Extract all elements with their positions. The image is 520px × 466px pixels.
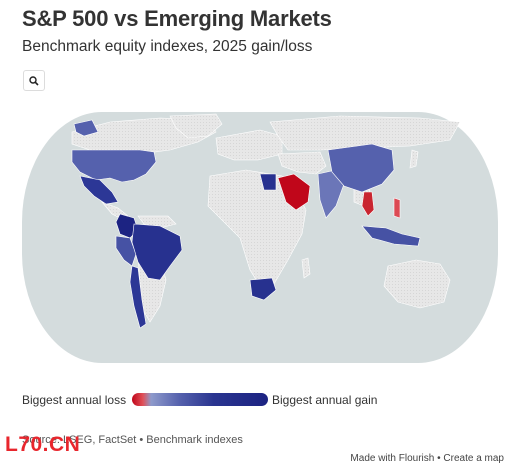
color-legend: Biggest annual loss Biggest annual gain <box>22 393 492 409</box>
legend-low-label: Biggest annual loss <box>22 393 127 407</box>
region-china[interactable] <box>327 143 395 193</box>
region-thailand[interactable] <box>361 191 375 217</box>
region-indonesia[interactable] <box>361 225 421 247</box>
search-icon <box>29 75 39 86</box>
chart-title: S&P 500 vs Emerging Markets <box>22 6 332 31</box>
region-egypt[interactable] <box>259 173 277 191</box>
world-map-svg[interactable] <box>20 110 500 365</box>
flourish-credit-link[interactable]: Made with Flourish • Create a map <box>350 453 504 464</box>
no-data-land <box>71 113 461 323</box>
data-countries[interactable] <box>71 119 421 329</box>
legend-high-label: Biggest annual gain <box>272 393 378 407</box>
chart-subtitle: Benchmark equity indexes, 2025 gain/loss <box>22 38 313 55</box>
legend-gradient-bar <box>132 393 268 406</box>
source-note: Source: LSEG, FactSet • Benchmark indexe… <box>22 434 243 446</box>
region-alaska[interactable] <box>73 119 99 137</box>
region-saudi-arabia[interactable] <box>277 173 311 211</box>
region-south-africa[interactable] <box>249 277 277 301</box>
region-brazil[interactable] <box>131 223 183 281</box>
region-united-states[interactable] <box>71 149 157 183</box>
world-map[interactable] <box>20 110 500 365</box>
region-chile[interactable] <box>129 265 147 329</box>
region-mexico[interactable] <box>79 175 119 205</box>
watermark-logo: L70.CN <box>5 433 81 456</box>
region-philippines[interactable] <box>393 197 401 219</box>
map-search-button[interactable] <box>23 70 45 91</box>
